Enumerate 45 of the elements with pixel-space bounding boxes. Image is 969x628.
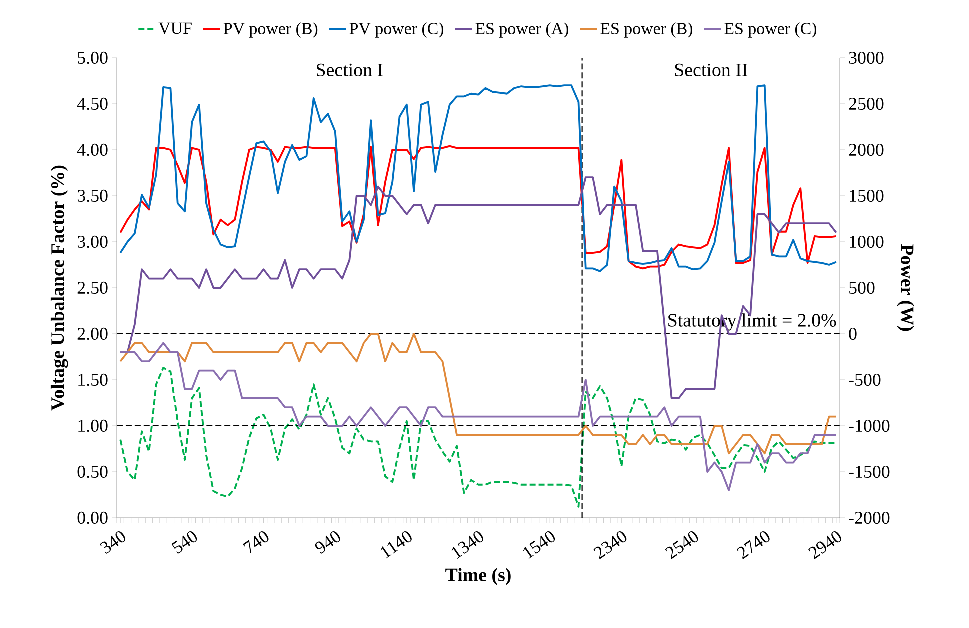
y-tick-label: 1.00 — [78, 420, 108, 432]
y-tick-label: 4.50 — [77, 98, 108, 110]
y-axis-title: Voltage Unbalance Factor (%) — [50, 166, 68, 411]
y2-tick-label: 2000 — [849, 144, 884, 156]
x-axis-title: Time (s) — [446, 568, 511, 586]
y2-axis-title: Power (W) — [897, 244, 914, 332]
x-tick-label: 540 — [172, 531, 198, 554]
annotation: Section I — [317, 64, 383, 77]
legend-label: PV power (B) — [224, 22, 318, 38]
legend-label: PV power (C) — [350, 22, 444, 38]
y2-tick-label: -2000 — [849, 512, 890, 524]
y2-tick-label: -1000 — [849, 420, 890, 432]
x-tick-label: 2940 — [808, 531, 842, 560]
y-tick-label: 0.00 — [78, 512, 108, 524]
y2-tick-label: 0 — [849, 328, 857, 340]
y-tick-label: 2.50 — [78, 282, 108, 294]
x-tick-label: 740 — [243, 531, 269, 554]
y2-tick-label: 3000 — [849, 52, 884, 64]
y2-tick-label: 1500 — [850, 190, 884, 202]
y-tick-label: 4.00 — [77, 144, 108, 156]
x-tick-label: 2340 — [594, 531, 627, 560]
legend-label: VUF — [158, 22, 192, 34]
x-tick-label: 340 — [100, 531, 126, 554]
annotation: Section II — [675, 64, 748, 77]
x-tick-label: 1540 — [523, 531, 556, 559]
x-tick-label: 2740 — [736, 531, 770, 560]
legend-label: ES power (B) — [600, 22, 693, 38]
y2-tick-label: 1000 — [850, 236, 884, 248]
y-tick-label: 2.00 — [78, 328, 108, 340]
y-tick-label: 3.00 — [78, 236, 108, 248]
y-tick-label: 1.50 — [78, 374, 108, 386]
y2-tick-label: -500 — [849, 374, 881, 386]
y2-tick-label: 2500 — [849, 98, 884, 110]
y2-tick-label: -1500 — [849, 466, 890, 478]
line-series — [120, 84, 838, 272]
x-tick-label: 1340 — [452, 531, 484, 559]
x-tick-label: 940 — [315, 531, 340, 554]
y-tick-label: 5.00 — [78, 52, 108, 64]
y-tick-label: 3.50 — [78, 190, 108, 202]
x-tick-label: 1140 — [380, 531, 412, 559]
legend-label: ES power (A) — [476, 22, 568, 38]
legend-label: ES power (C) — [724, 22, 817, 38]
y2-tick-label: 500 — [850, 282, 875, 294]
x-tick-label: 2540 — [665, 531, 698, 560]
y-tick-label: 0.50 — [78, 466, 108, 478]
